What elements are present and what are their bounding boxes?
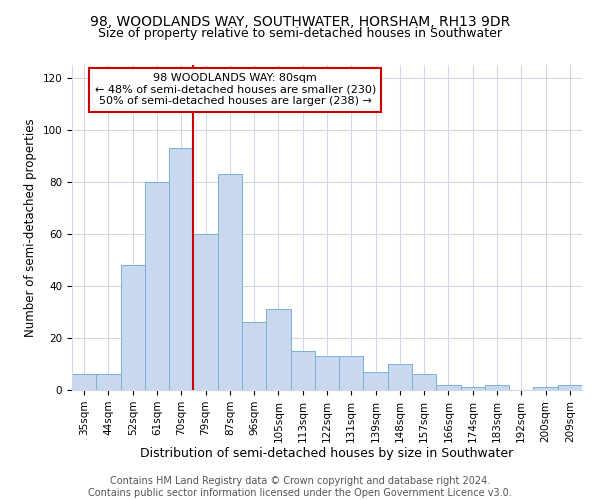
Bar: [290, 351, 315, 390]
Bar: [364, 372, 388, 390]
Bar: [145, 182, 169, 390]
Bar: [436, 385, 461, 390]
Text: Size of property relative to semi-detached houses in Southwater: Size of property relative to semi-detach…: [98, 28, 502, 40]
Bar: [121, 265, 145, 390]
Bar: [315, 356, 339, 390]
Bar: [339, 356, 364, 390]
Bar: [169, 148, 193, 390]
Bar: [485, 385, 509, 390]
Bar: [96, 374, 121, 390]
Text: 98, WOODLANDS WAY, SOUTHWATER, HORSHAM, RH13 9DR: 98, WOODLANDS WAY, SOUTHWATER, HORSHAM, …: [90, 15, 510, 29]
Bar: [266, 310, 290, 390]
Bar: [388, 364, 412, 390]
Bar: [412, 374, 436, 390]
Bar: [558, 385, 582, 390]
Y-axis label: Number of semi-detached properties: Number of semi-detached properties: [24, 118, 37, 337]
Text: 98 WOODLANDS WAY: 80sqm
← 48% of semi-detached houses are smaller (230)
50% of s: 98 WOODLANDS WAY: 80sqm ← 48% of semi-de…: [95, 73, 376, 106]
Bar: [242, 322, 266, 390]
Bar: [72, 374, 96, 390]
Text: Contains HM Land Registry data © Crown copyright and database right 2024.
Contai: Contains HM Land Registry data © Crown c…: [88, 476, 512, 498]
X-axis label: Distribution of semi-detached houses by size in Southwater: Distribution of semi-detached houses by …: [140, 448, 514, 460]
Bar: [218, 174, 242, 390]
Bar: [461, 388, 485, 390]
Bar: [193, 234, 218, 390]
Bar: [533, 388, 558, 390]
